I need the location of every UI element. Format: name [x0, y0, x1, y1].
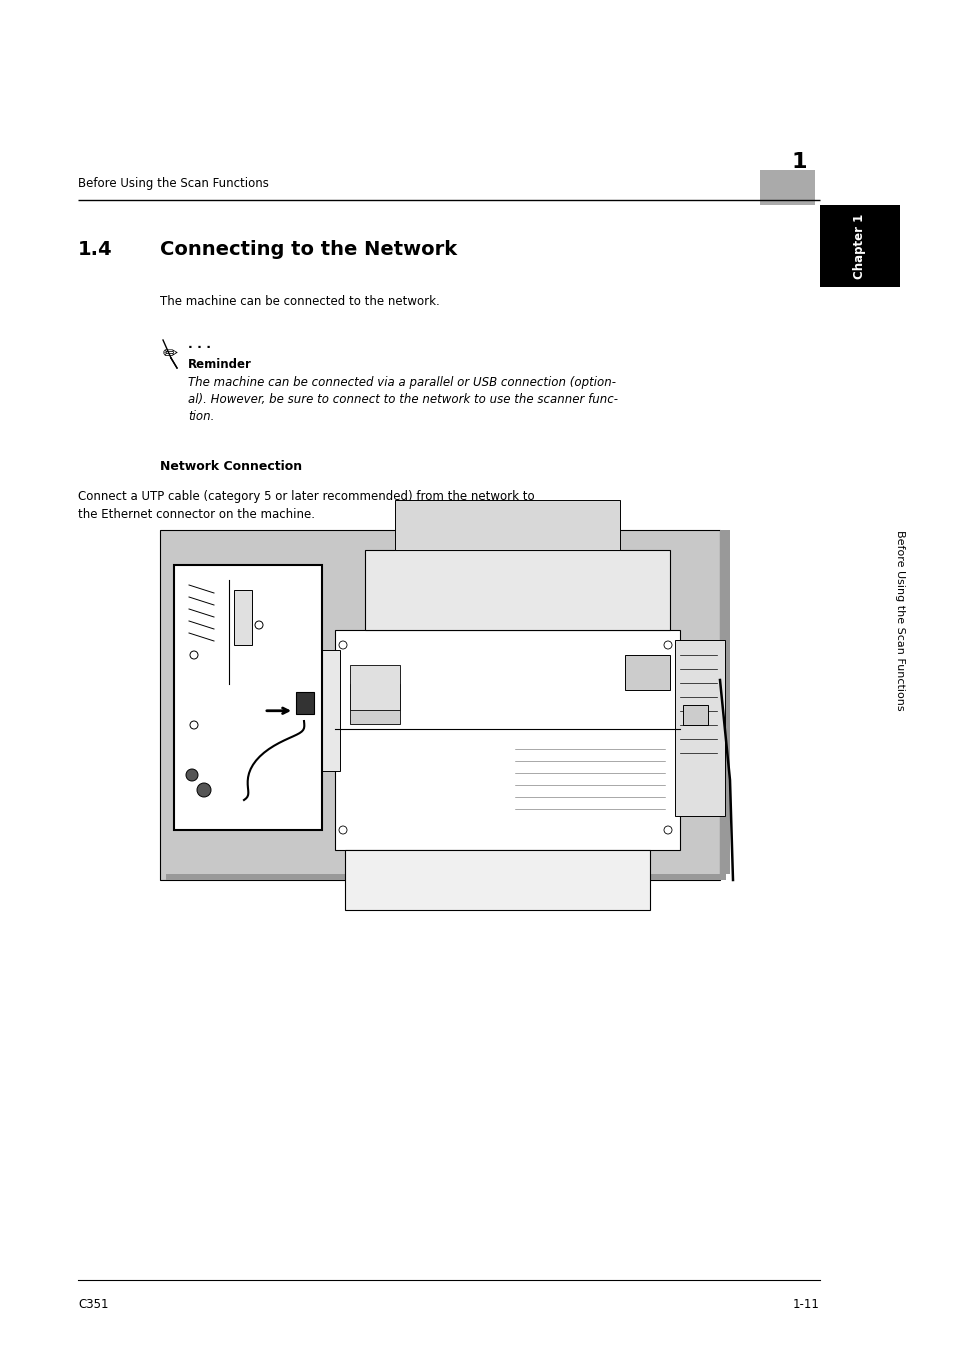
Circle shape	[663, 826, 671, 834]
Text: Before Using the Scan Functions: Before Using the Scan Functions	[78, 177, 269, 190]
Text: Network Connection: Network Connection	[160, 460, 302, 472]
Bar	[335, 630, 679, 850]
Text: tion.: tion.	[188, 410, 214, 423]
Text: 1: 1	[791, 153, 806, 171]
Circle shape	[338, 641, 347, 649]
Bar	[720, 531, 729, 873]
Bar	[760, 170, 814, 205]
Text: . . .: . . .	[188, 338, 211, 351]
Bar	[294, 649, 339, 771]
Bar	[173, 566, 322, 830]
Bar	[233, 590, 252, 645]
Circle shape	[190, 721, 198, 729]
Text: Before Using the Scan Functions: Before Using the Scan Functions	[894, 529, 904, 710]
Text: Connecting to the Network: Connecting to the Network	[160, 240, 456, 259]
Bar	[820, 205, 899, 288]
Circle shape	[663, 641, 671, 649]
Text: Connect a UTP cable (category 5 or later recommended) from the network to: Connect a UTP cable (category 5 or later…	[78, 490, 534, 504]
Text: 1.4: 1.4	[78, 240, 112, 259]
Text: Chapter 1: Chapter 1	[853, 213, 865, 278]
Bar	[624, 655, 669, 690]
Circle shape	[338, 826, 347, 834]
Bar	[350, 666, 399, 710]
Circle shape	[196, 783, 211, 796]
Bar	[166, 873, 725, 880]
Bar	[675, 640, 724, 815]
Bar	[350, 684, 399, 724]
Bar	[395, 500, 619, 549]
Text: 1-11: 1-11	[792, 1297, 820, 1311]
Text: al). However, be sure to connect to the network to use the scanner func-: al). However, be sure to connect to the …	[188, 393, 618, 406]
Bar	[345, 850, 649, 910]
Circle shape	[190, 651, 198, 659]
Text: C351: C351	[78, 1297, 109, 1311]
Bar	[295, 693, 314, 714]
Text: ✏: ✏	[163, 346, 178, 363]
Text: the Ethernet connector on the machine.: the Ethernet connector on the machine.	[78, 508, 314, 521]
Text: The machine can be connected to the network.: The machine can be connected to the netw…	[160, 296, 439, 308]
Circle shape	[186, 769, 198, 782]
Bar	[365, 549, 669, 630]
Bar	[682, 705, 707, 725]
Bar	[160, 531, 720, 880]
Text: Reminder: Reminder	[188, 358, 252, 371]
Circle shape	[254, 621, 263, 629]
Text: The machine can be connected via a parallel or USB connection (option-: The machine can be connected via a paral…	[188, 377, 616, 389]
